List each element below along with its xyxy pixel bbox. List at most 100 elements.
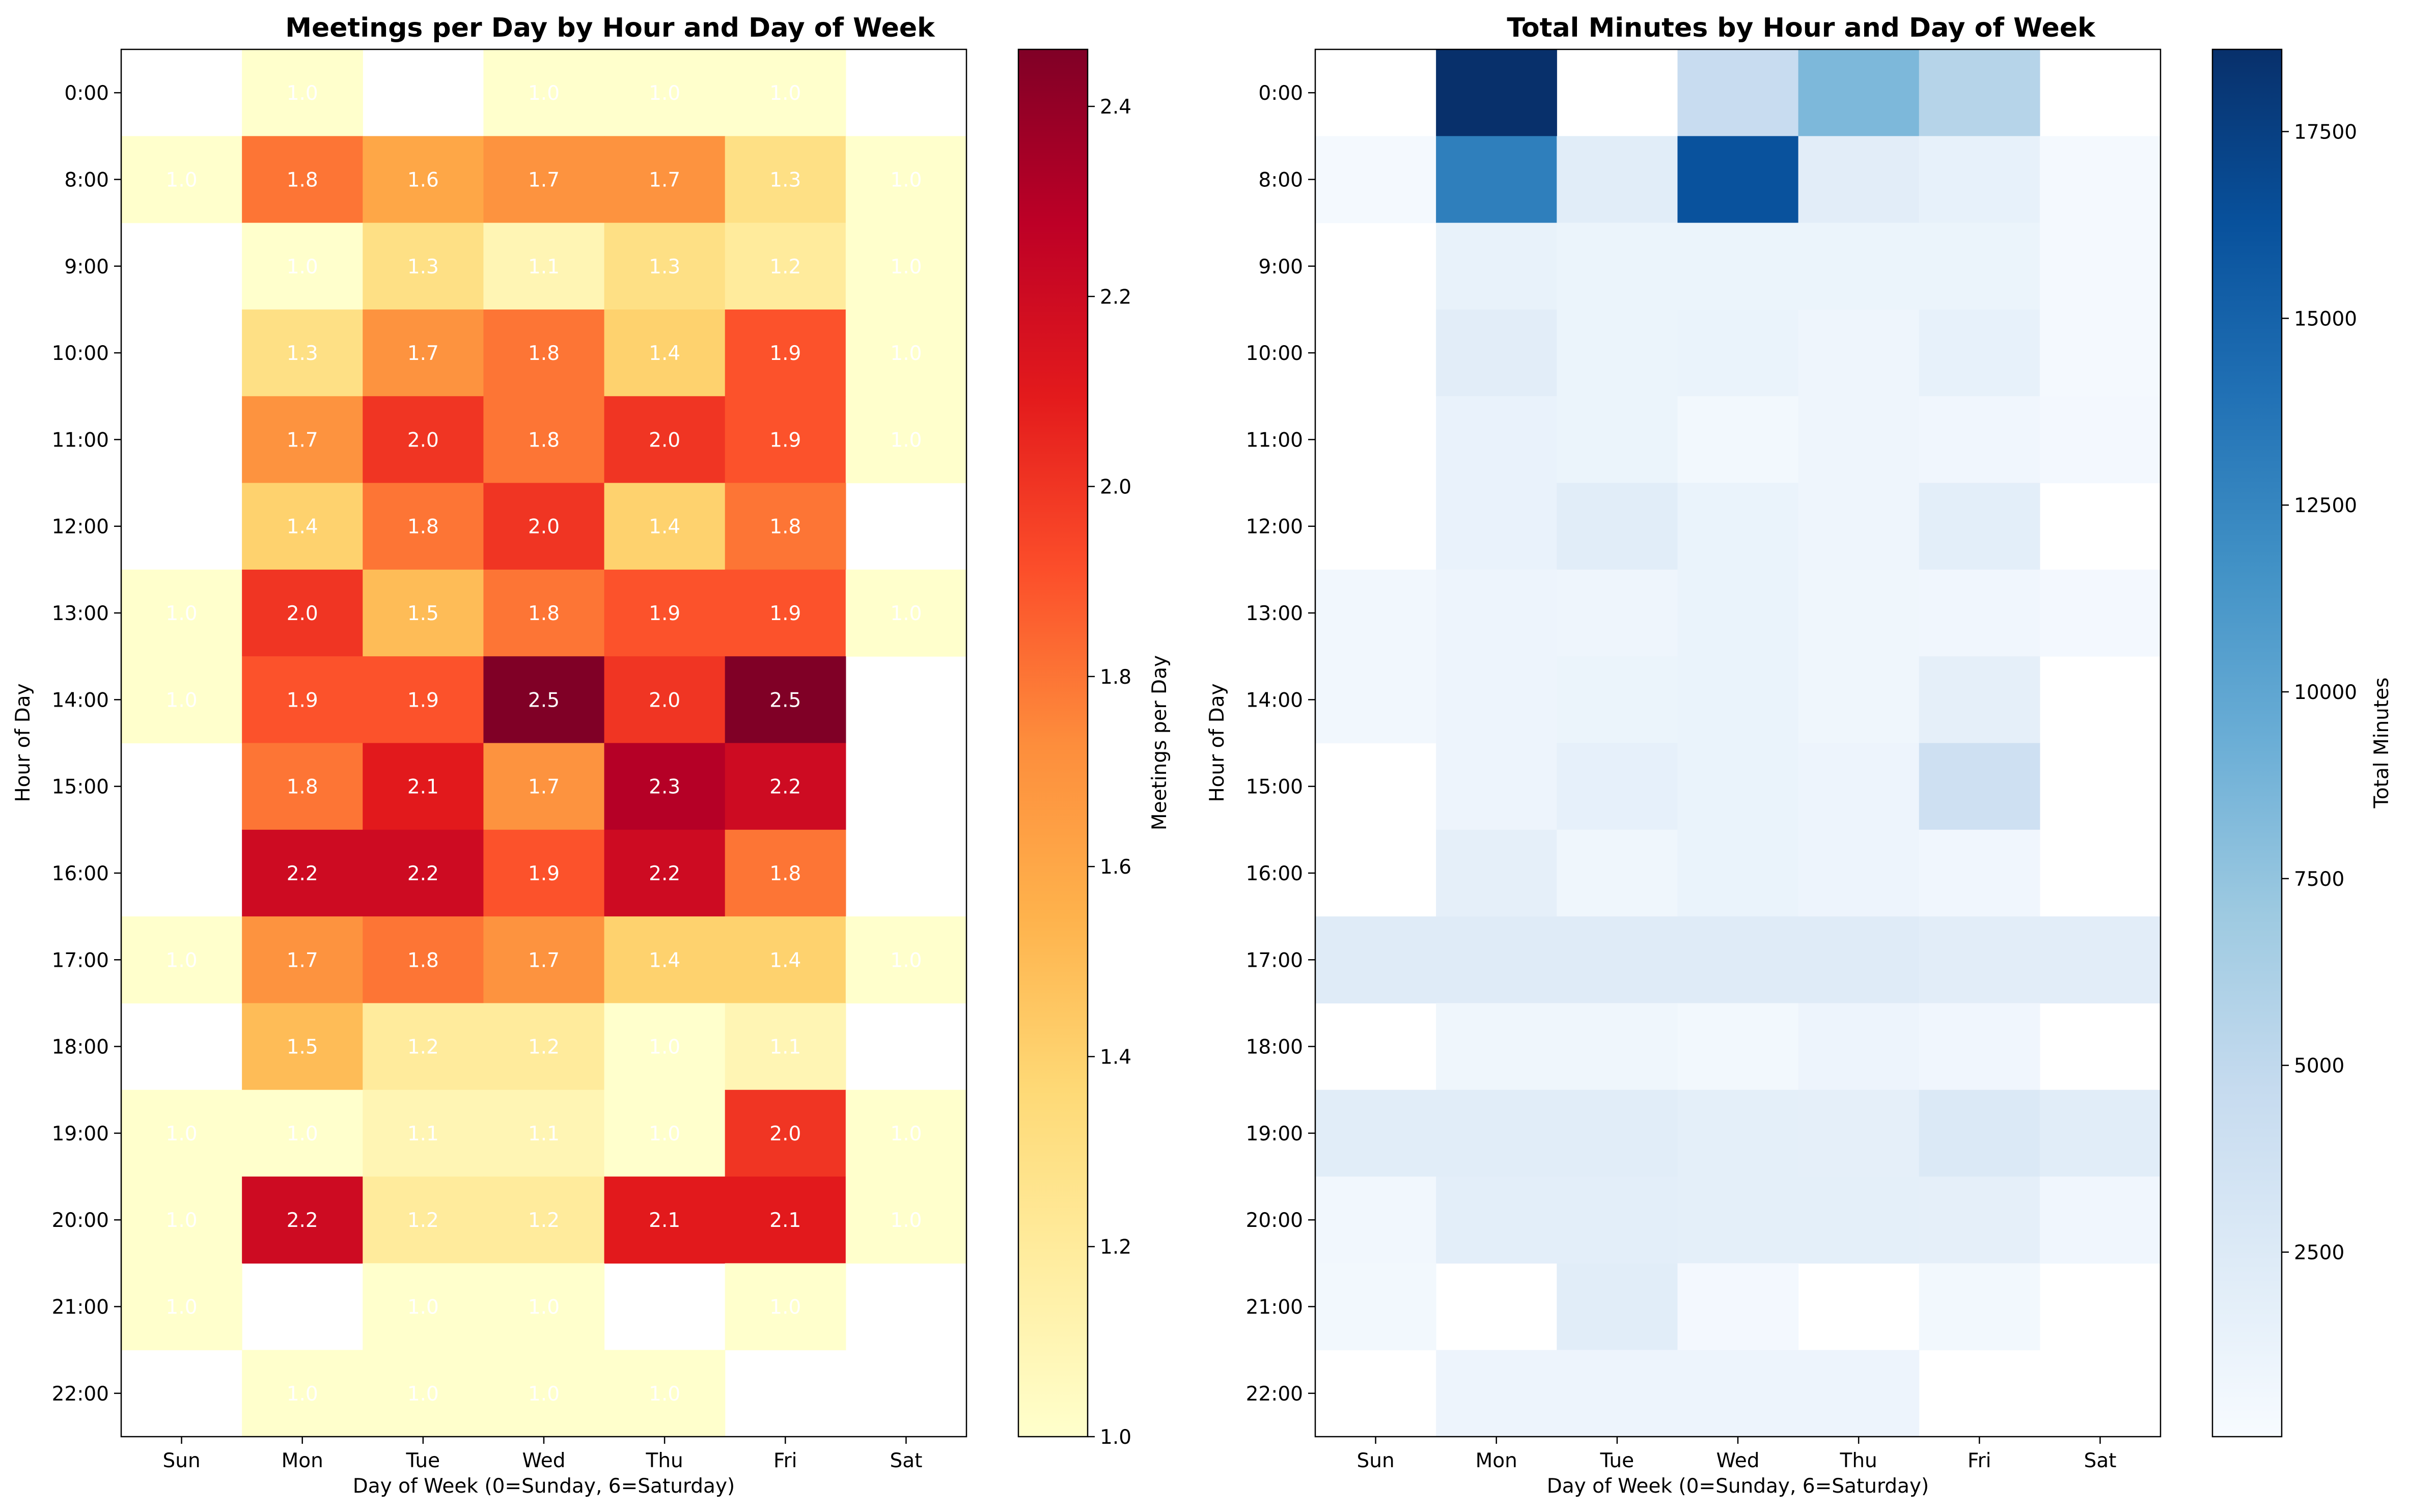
cell-value-label: 1.0 — [649, 82, 680, 105]
heatmap-cell — [1798, 829, 1920, 917]
heatmap-cell — [725, 396, 846, 484]
heatmap-cell — [1677, 569, 1799, 657]
y-tick-label: 15:00 — [52, 776, 109, 799]
cell-value-label: 1.4 — [287, 516, 318, 539]
cell-value-label: 2.0 — [769, 1123, 801, 1145]
cell-value-label: 1.0 — [528, 82, 560, 105]
x-axis-label: Day of Week (0=Sunday, 6=Saturday) — [1547, 1475, 1929, 1498]
heatmap-cell — [725, 1003, 846, 1090]
y-tick-label: 13:00 — [1246, 602, 1303, 625]
x-tick-label: Fri — [773, 1449, 797, 1472]
heatmap-cell — [725, 136, 846, 223]
cell-value-label: 1.8 — [528, 602, 560, 625]
heatmap-cell — [604, 743, 726, 830]
cell-value-label: 1.0 — [890, 169, 922, 191]
heatmap-cell — [483, 1177, 605, 1264]
heatmap-cell — [483, 136, 605, 223]
heatmap-cell — [242, 916, 363, 1004]
colorbar-label: Meetings per Day — [1148, 655, 1171, 830]
colorbar: 2500 5000 7500 10000 12500 15000 17500 Total M… — [2211, 48, 2393, 1438]
colorbar-tick-label: 1.4 — [1100, 1046, 1131, 1069]
heatmap-cell — [1798, 483, 1920, 570]
heatmap-cell — [1436, 309, 1557, 397]
heatmap-cell — [1798, 1350, 1920, 1437]
heatmap-cell — [1798, 309, 1920, 397]
cell-value-label: 2.1 — [769, 1209, 801, 1232]
cell-value-label: 1.2 — [769, 256, 801, 278]
heatmap-cell — [1919, 1003, 2040, 1090]
heatmap-cells — [121, 49, 967, 1437]
total-minutes-chart: Total Minutes by Hour and Day of Week Su… — [1206, 13, 2393, 1498]
heatmap-cell — [1919, 222, 2040, 310]
heatmap-cell — [483, 1350, 605, 1437]
heatmap-cell — [121, 1089, 242, 1177]
heatmap-cell — [725, 49, 846, 136]
y-tick-label: 15:00 — [1246, 776, 1303, 799]
heatmap-cell — [604, 483, 726, 570]
heatmap-cell — [1677, 1177, 1799, 1264]
cell-value-label: 1.8 — [407, 949, 439, 972]
heatmap-cell — [1919, 1263, 2040, 1351]
cell-value-label: 2.2 — [649, 862, 680, 885]
cell-value-label: 1.1 — [769, 1036, 801, 1059]
heatmap-cell — [363, 743, 484, 830]
heatmap-cell — [121, 1263, 242, 1351]
heatmap-cell — [363, 222, 484, 310]
x-tick-label: Thu — [646, 1449, 683, 1472]
x-tick-label: Tue — [406, 1449, 440, 1472]
cell-value-label: 1.9 — [528, 862, 560, 885]
y-tick-label: 19:00 — [1246, 1123, 1303, 1145]
heatmap-cell — [1436, 49, 1557, 136]
heatmap-cell — [1436, 569, 1557, 657]
heatmap-cell — [242, 1003, 363, 1090]
cell-value-label: 1.8 — [528, 342, 560, 365]
colorbar-tick-label: 15000 — [2294, 307, 2357, 330]
heatmap-cell — [1436, 1003, 1557, 1090]
heatmap-cell — [483, 916, 605, 1004]
y-tick-label: 17:00 — [52, 949, 109, 972]
colorbar-ticks: 1.0 1.2 1.4 1.6 1.8 2.0 2.2 2.4 — [1088, 96, 1131, 1449]
cell-value-label: 1.0 — [528, 1296, 560, 1319]
y-tick-label: 19:00 — [52, 1123, 109, 1145]
heatmap-cell — [242, 569, 363, 657]
heatmap-cell — [1798, 396, 1920, 484]
colorbar-tick-label: 2.4 — [1100, 96, 1131, 119]
y-tick-label: 20:00 — [52, 1209, 109, 1232]
heatmap-cell — [1677, 396, 1799, 484]
heatmap-cell — [1919, 1177, 2040, 1264]
heatmap-cell — [1798, 1177, 1920, 1264]
colorbar-tick-label: 10000 — [2294, 681, 2357, 704]
cell-value-label: 1.7 — [649, 169, 680, 191]
heatmap-cell — [725, 309, 846, 397]
cell-value-label: 2.0 — [649, 689, 680, 712]
heatmap-cell — [483, 222, 605, 310]
cell-value-label: 1.0 — [890, 256, 922, 278]
heatmap-cell — [845, 309, 967, 397]
x-tick-label: Mon — [1476, 1449, 1517, 1472]
heatmap-cell — [483, 1003, 605, 1090]
heatmap-cell — [483, 743, 605, 830]
heatmap-cell — [604, 49, 726, 136]
heatmap-cell — [1315, 916, 1436, 1004]
y-axis-ticks: 0:00 8:00 9:00 10:00 11:00 12:00 13:00 14:00 15:… — [52, 82, 121, 1406]
heatmap-cell — [604, 1089, 726, 1177]
heatmap-cell — [242, 829, 363, 917]
cell-value-label: 1.9 — [287, 689, 318, 712]
cell-value-label: 1.0 — [287, 1383, 318, 1406]
cell-value-label: 1.9 — [407, 689, 439, 712]
cell-value-label: 1.0 — [890, 1123, 922, 1145]
heatmap-cell — [725, 656, 846, 744]
x-tick-label: Mon — [282, 1449, 323, 1472]
heatmap-cell — [363, 483, 484, 570]
cell-value-label: 1.4 — [769, 949, 801, 972]
y-tick-label: 20:00 — [1246, 1209, 1303, 1232]
cell-value-label: 1.0 — [649, 1383, 680, 1406]
cell-value-label: 1.8 — [407, 516, 439, 539]
cell-value-label: 1.1 — [407, 1123, 439, 1145]
cell-value-label: 1.0 — [890, 342, 922, 365]
cell-value-label: 1.0 — [528, 1383, 560, 1406]
heatmap-cell — [121, 1177, 242, 1264]
colorbar-tick-label: 2.2 — [1100, 286, 1131, 309]
cell-value-label: 1.8 — [769, 516, 801, 539]
heatmap-cell — [363, 1089, 484, 1177]
